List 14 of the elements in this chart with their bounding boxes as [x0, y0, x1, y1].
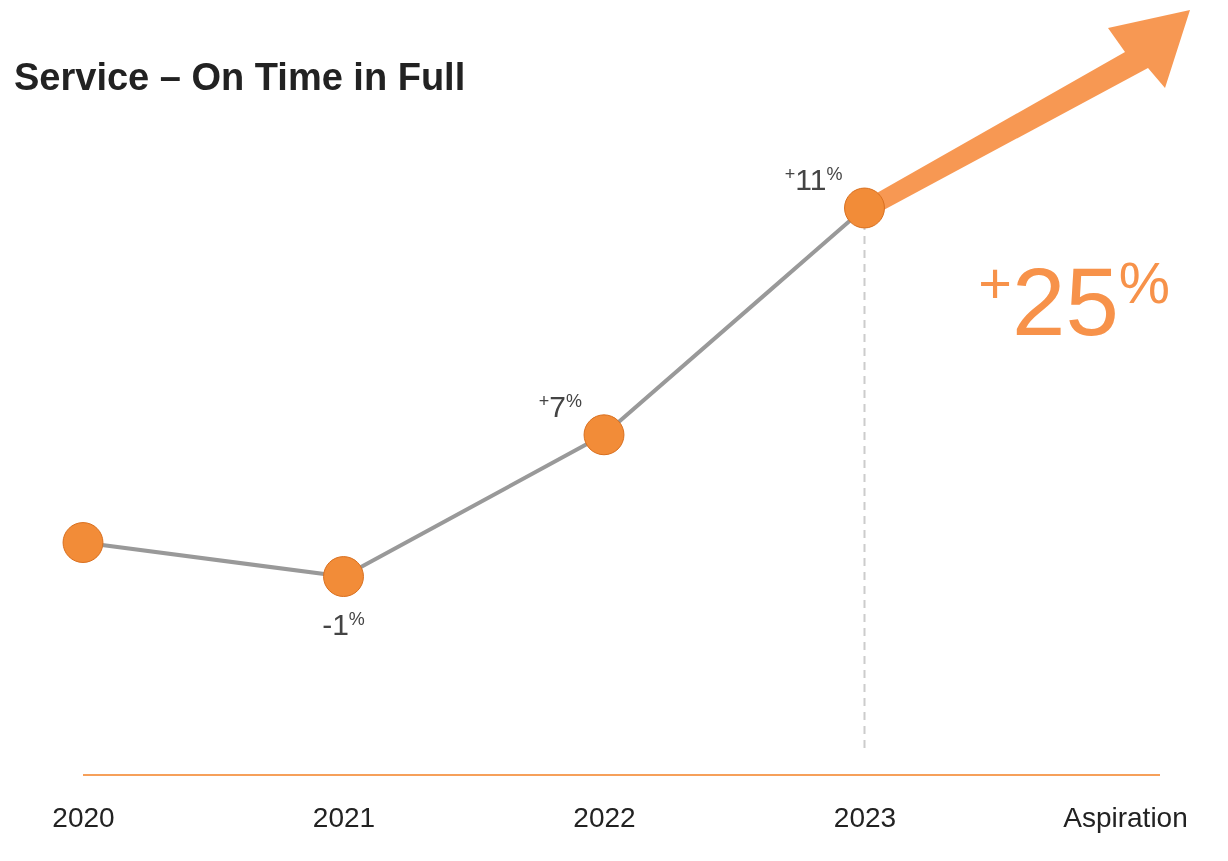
annotation: $^{+}$11$^{%}$ — [784, 163, 843, 196]
chart-title: Service – On Time in Full — [14, 56, 466, 98]
point — [583, 414, 625, 456]
x-tick-label: Aspiration — [1063, 801, 1188, 833]
x-tick-label: 2020 — [52, 801, 115, 833]
x-tick-label: 2023 — [833, 801, 897, 833]
x-tick-label: 2022 — [573, 801, 636, 833]
point — [62, 522, 104, 563]
annotation: $^{+}$7$^{%}$ — [538, 389, 582, 423]
point — [323, 556, 364, 597]
annotation: $^{+}$25$^{%}$ — [978, 248, 1170, 355]
annotation: -1$^{%}$ — [322, 607, 365, 641]
point — [844, 187, 885, 229]
x-tick-label: 2021 — [312, 801, 376, 833]
